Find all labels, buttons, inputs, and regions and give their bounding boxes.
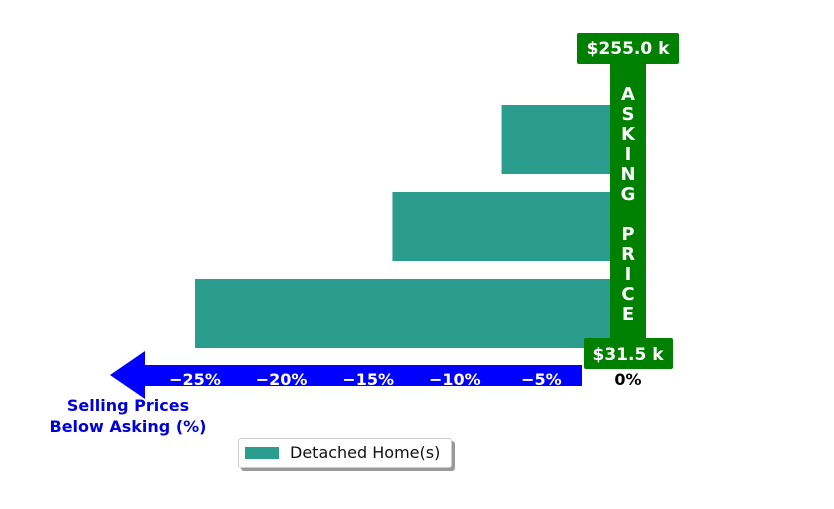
asking-price-letter-10: I: [625, 264, 632, 285]
below-asking-arrow: [110, 351, 582, 399]
asking-price-letter-1: A: [621, 84, 635, 105]
x-tick-label-2: −20%: [256, 370, 308, 389]
x-tick-label-6: 0%: [614, 370, 641, 389]
asking-price-letter-6: G: [621, 184, 636, 205]
x-tick-label-4: −10%: [429, 370, 481, 389]
asking-price-bottom-box: [584, 338, 673, 369]
asking-price-top-value: $255.0 k: [587, 39, 671, 59]
x-tick-label-5: −5%: [521, 370, 562, 389]
asking-price-bar: [610, 62, 646, 340]
asking-price-letter-4: I: [625, 144, 632, 165]
asking-price-letter-8: P: [621, 224, 634, 245]
legend-label-detached-homes: Detached Home(s): [290, 443, 441, 462]
legend-swatch-detached-homes: [245, 447, 279, 459]
asking-price-letter-9: R: [621, 244, 635, 265]
asking-price-top-box: [577, 33, 679, 64]
asking-price-bottom-value: $31.5 k: [593, 345, 665, 365]
x-axis-label: Selling Prices Below Asking (%): [50, 396, 207, 436]
x-axis-label-line-2: Below Asking (%): [50, 417, 207, 436]
asking-price-letter-12: E: [622, 304, 634, 325]
x-tick-label-3: −15%: [342, 370, 394, 389]
asking-price-letter-5: N: [620, 164, 635, 185]
x-axis-label-line-1: Selling Prices: [67, 396, 189, 415]
x-tick-label-1: −25%: [169, 370, 221, 389]
asking-price-letter-11: C: [621, 284, 634, 305]
x-tick-labels: −25% −20% −15% −10% −5% 0%: [169, 370, 641, 389]
bar-detached-homes-2: [392, 192, 628, 261]
asking-price-letter-2: S: [622, 104, 635, 125]
bar-series-detached-homes: [195, 105, 628, 348]
legend: Detached Home(s): [238, 438, 452, 468]
bar-detached-homes-1: [501, 105, 628, 174]
asking-price-letter-3: K: [621, 124, 636, 145]
bar-detached-homes-3: [195, 279, 628, 348]
